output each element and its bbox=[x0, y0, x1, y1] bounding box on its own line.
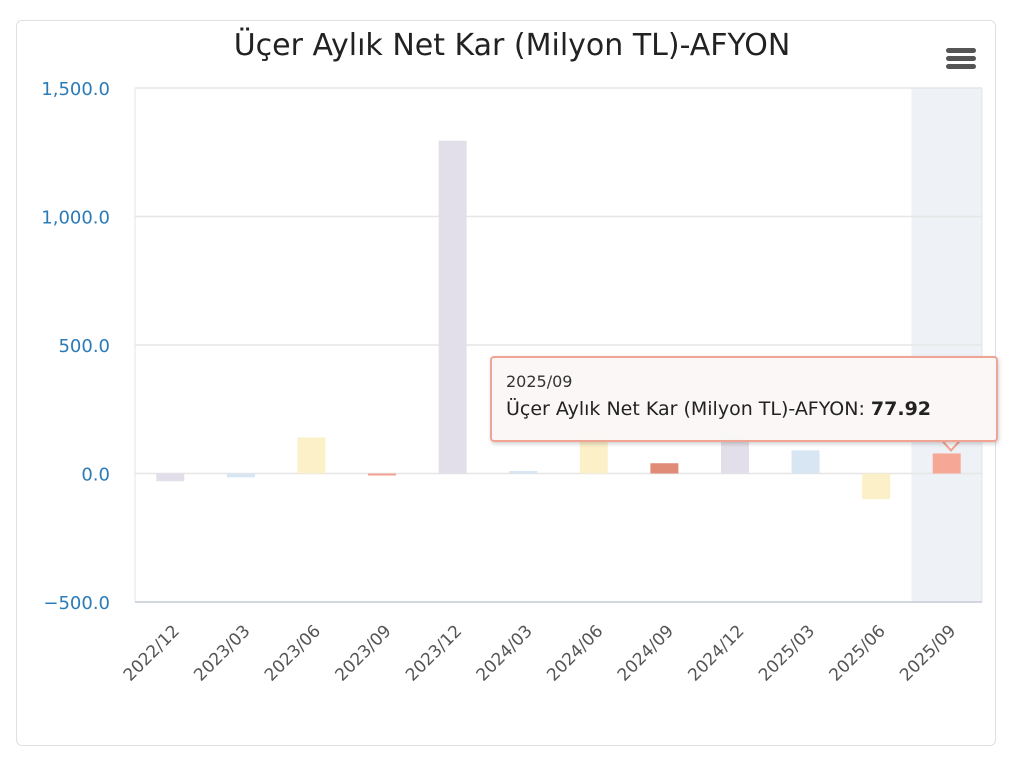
bar bbox=[932, 453, 961, 474]
bar bbox=[156, 473, 185, 482]
y-tick-label: 1,000.0 bbox=[41, 208, 110, 229]
tooltip-value: 77.92 bbox=[870, 398, 932, 420]
x-tick-label: 2024/09 bbox=[614, 621, 678, 685]
x-tick-label: 2024/06 bbox=[543, 621, 607, 685]
bar bbox=[368, 473, 397, 476]
bar bbox=[791, 450, 820, 474]
x-tick-label: 2023/03 bbox=[190, 621, 254, 685]
tooltip-line: Üçer Aylık Net Kar (Milyon TL)-AFYON: 77… bbox=[506, 398, 931, 420]
x-tick-label: 2023/09 bbox=[331, 621, 395, 685]
bar bbox=[650, 463, 679, 474]
y-tick-label: 0.0 bbox=[81, 465, 110, 486]
x-tick-label: 2024/03 bbox=[473, 621, 537, 685]
x-tick-label: 2023/12 bbox=[402, 621, 466, 685]
bar bbox=[226, 473, 255, 478]
bar bbox=[297, 437, 326, 474]
x-tick-label: 2022/12 bbox=[120, 621, 184, 685]
hamburger-menu-icon[interactable] bbox=[944, 46, 978, 72]
tooltip-arrow-inner bbox=[942, 439, 960, 449]
bar bbox=[862, 473, 891, 500]
bar bbox=[438, 140, 467, 474]
y-tick-label: −500.0 bbox=[43, 593, 110, 614]
x-tick-label: 2023/06 bbox=[261, 621, 325, 685]
x-tick-label: 2025/03 bbox=[755, 621, 819, 685]
tooltip-series-label: Üçer Aylık Net Kar (Milyon TL)-AFYON: bbox=[506, 398, 871, 420]
x-tick-label: 2024/12 bbox=[684, 621, 748, 685]
x-tick-label: 2025/06 bbox=[826, 621, 890, 685]
tooltip: 2025/09 Üçer Aylık Net Kar (Milyon TL)-A… bbox=[490, 356, 998, 442]
tooltip-category: 2025/09 bbox=[506, 372, 573, 391]
y-tick-label: 500.0 bbox=[58, 336, 110, 357]
chart-title: Üçer Aylık Net Kar (Milyon TL)-AFYON bbox=[233, 28, 791, 63]
bar bbox=[509, 470, 538, 474]
x-tick-label: 2025/09 bbox=[896, 621, 960, 685]
y-tick-label: 1,500.0 bbox=[41, 79, 110, 100]
